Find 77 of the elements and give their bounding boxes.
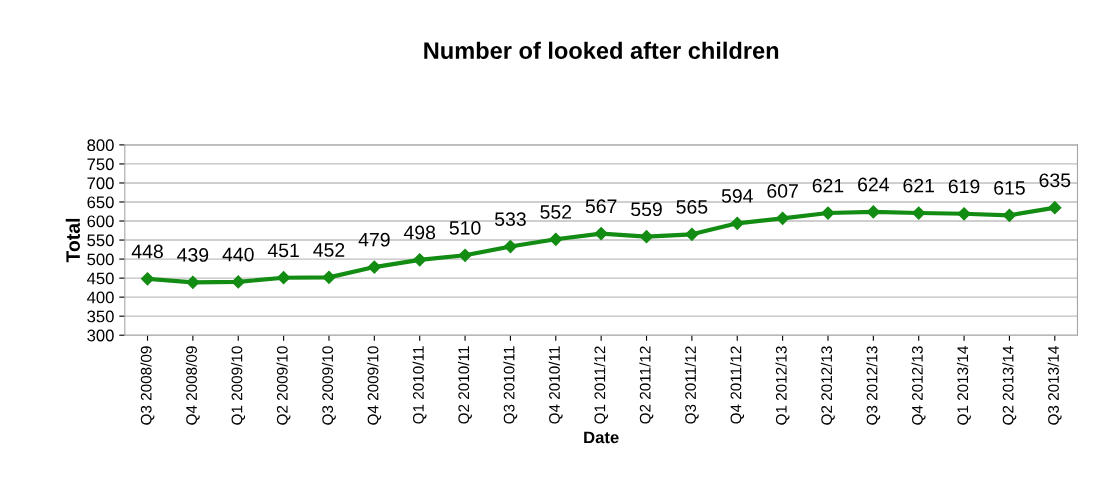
data-label: 451: [267, 243, 299, 258]
x-tick-label: Q1 2010/11: [412, 346, 427, 424]
point: [549, 232, 563, 246]
data-label: 624: [858, 177, 889, 192]
point: [458, 248, 472, 262]
y-tick-label: 750: [87, 158, 114, 171]
data-label: 559: [631, 202, 662, 217]
data-label: 615: [994, 181, 1025, 195]
point: [912, 206, 926, 220]
point: [1002, 208, 1017, 222]
point: [367, 260, 381, 274]
point: [503, 239, 518, 254]
y-tick-label: 550: [87, 234, 114, 247]
x-tick-label: Q2 2013/14: [1002, 346, 1017, 425]
x-tick-label: Q4 2009/10: [367, 346, 382, 425]
y-tick-label: 500: [87, 253, 114, 266]
point: [231, 275, 245, 289]
point: [776, 211, 790, 225]
point: [639, 230, 654, 244]
data-label: 594: [721, 189, 753, 203]
point: [730, 216, 744, 230]
data-label: 619: [948, 179, 980, 194]
data-label: 498: [403, 225, 436, 240]
y-tick-label: 650: [87, 196, 114, 209]
point: [866, 205, 880, 219]
x-tick-label: Q2 2009/10: [276, 346, 291, 425]
data-label: 452: [313, 243, 345, 257]
data-label: 621: [812, 178, 844, 193]
x-tick-label: Q1 2013/14: [956, 346, 971, 425]
y-tick-label: 800: [87, 139, 114, 152]
x-tick-label: Q2 2011/12: [639, 346, 654, 424]
data-label: 479: [358, 232, 390, 247]
point: [413, 253, 427, 267]
point: [821, 206, 835, 220]
x-tick-label: Q3 2009/10: [321, 346, 336, 425]
point: [594, 226, 608, 241]
x-tick-label: Q3 2008/09: [140, 346, 155, 425]
data-label: 440: [222, 247, 254, 262]
data-label: 552: [540, 205, 572, 219]
data-label: 533: [494, 212, 526, 227]
data-label: 565: [676, 200, 708, 214]
data-label: 607: [767, 184, 798, 198]
point: [957, 207, 971, 221]
x-tick-label: Q3 2013/14: [1047, 346, 1062, 425]
x-tick-label: Q4 2008/09: [185, 346, 200, 425]
y-tick-label: 600: [87, 215, 114, 228]
data-label: 635: [1039, 173, 1071, 188]
point: [277, 271, 291, 285]
y-tick-label: 400: [86, 291, 114, 304]
x-tick-label: Q3 2012/13: [866, 346, 881, 425]
point: [322, 270, 336, 284]
y-axis-title: Total: [65, 218, 80, 263]
y-tick-label: 450: [86, 272, 114, 285]
x-tick-label: Q4 2010/11: [548, 346, 563, 424]
x-tick-label: Q1 2011/12: [594, 346, 608, 424]
data-label: 567: [585, 199, 617, 214]
x-tick-label: Q2 2010/11: [457, 346, 472, 424]
x-tick-label: Q2 2012/13: [820, 346, 835, 425]
x-tick-label: Q3 2011/12: [684, 346, 699, 424]
y-tick-label: 700: [87, 177, 114, 190]
data-label: 439: [177, 248, 209, 262]
data-label: 510: [449, 221, 481, 235]
point: [685, 227, 699, 241]
point: [1048, 201, 1062, 215]
x-tick-label: Q1 2009/10: [231, 346, 246, 425]
x-tick-label: Q1 2012/13: [775, 346, 790, 425]
x-tick-label: Q4 2012/13: [911, 346, 926, 425]
y-tick-label: 350: [87, 310, 114, 323]
data-label: 621: [903, 178, 934, 193]
chart-title: Number of looked after children: [424, 41, 779, 60]
x-axis-title: Date: [584, 431, 619, 444]
point: [186, 275, 200, 289]
data-label: 448: [131, 244, 163, 259]
x-tick-label: Q3 2010/11: [503, 346, 518, 424]
point: [140, 272, 155, 286]
x-tick-label: Q4 2011/12: [730, 346, 745, 424]
y-tick-label: 300: [87, 329, 114, 342]
